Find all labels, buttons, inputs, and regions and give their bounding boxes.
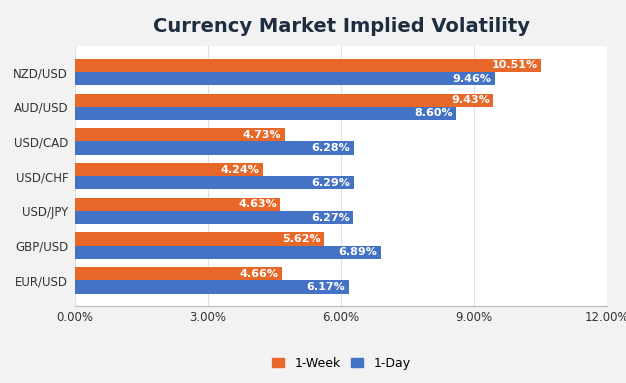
Text: 6.27%: 6.27%: [311, 213, 349, 223]
Text: 8.60%: 8.60%: [414, 108, 453, 118]
Bar: [75, 163, 263, 176]
Bar: [75, 176, 354, 189]
Bar: [75, 232, 324, 246]
Text: 4.63%: 4.63%: [238, 199, 277, 209]
Bar: [75, 93, 493, 107]
Bar: [75, 141, 354, 155]
Text: 4.24%: 4.24%: [221, 165, 260, 175]
Bar: [75, 107, 456, 120]
Text: 4.73%: 4.73%: [243, 130, 281, 140]
Text: 6.29%: 6.29%: [312, 178, 351, 188]
Bar: [75, 246, 381, 259]
Bar: [75, 128, 285, 141]
Text: 5.62%: 5.62%: [282, 234, 321, 244]
Text: 6.17%: 6.17%: [306, 282, 345, 292]
Text: 9.43%: 9.43%: [451, 95, 490, 105]
Bar: [75, 267, 282, 280]
Text: 9.46%: 9.46%: [452, 74, 491, 83]
Bar: [75, 280, 349, 293]
Text: 6.28%: 6.28%: [311, 143, 350, 153]
Bar: [75, 72, 495, 85]
Legend: 1-Week, 1-Day: 1-Week, 1-Day: [267, 352, 416, 375]
Title: Currency Market Implied Volatility: Currency Market Implied Volatility: [153, 17, 530, 36]
Bar: [75, 211, 353, 224]
Text: 4.66%: 4.66%: [239, 269, 278, 279]
Text: 6.89%: 6.89%: [338, 247, 377, 257]
Bar: [75, 59, 541, 72]
Text: 10.51%: 10.51%: [491, 61, 538, 70]
Bar: [75, 198, 280, 211]
